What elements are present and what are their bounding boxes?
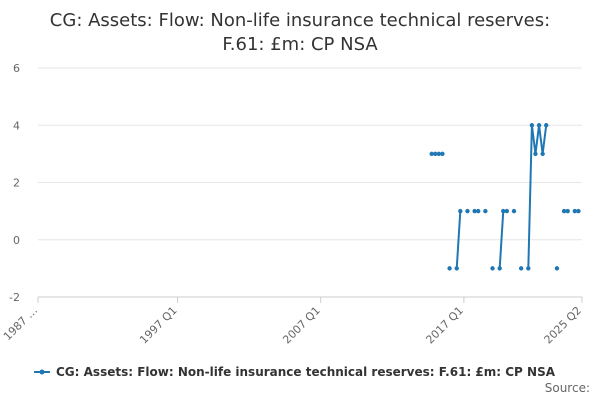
y-tick-label-0: -2 <box>9 291 20 304</box>
data-point-13[interactable] <box>501 208 506 214</box>
data-point-23[interactable] <box>554 266 560 271</box>
x-tick-label-0: 1987 … <box>1 304 40 343</box>
data-point-14[interactable] <box>504 208 510 214</box>
data-point-5[interactable] <box>454 266 459 271</box>
legend-entry-label: CG: Assets: Flow: Non-life insurance tec… <box>56 365 556 379</box>
series-segment-20 <box>534 124 541 155</box>
data-point-3[interactable] <box>440 151 445 157</box>
data-point-21[interactable] <box>540 151 545 157</box>
y-axis: -2 0 2 4 6 <box>9 62 20 304</box>
data-point-9[interactable] <box>476 208 481 214</box>
data-point-24[interactable] <box>561 208 567 214</box>
data-point-10[interactable] <box>483 208 488 214</box>
data-point-26[interactable] <box>572 208 578 214</box>
series-segment-21 <box>538 124 544 155</box>
chart-title-line-2: F.61: £m: CP NSA <box>222 34 378 55</box>
data-point-1[interactable] <box>433 151 438 157</box>
y-tick-label-3: 4 <box>13 119 20 132</box>
data-point-2[interactable] <box>436 151 442 157</box>
y-tick-label-2: 2 <box>13 177 20 190</box>
series-segment-18 <box>527 124 533 270</box>
data-point-16[interactable] <box>518 266 524 271</box>
x-tick-label-1: 1997 Q1 <box>137 304 180 347</box>
data-point-25[interactable] <box>565 208 570 214</box>
series-segment-22 <box>541 124 548 155</box>
data-point-0[interactable] <box>429 151 434 157</box>
y-tick-label-4: 6 <box>13 62 20 75</box>
data-point-11[interactable] <box>490 266 495 271</box>
data-point-18[interactable] <box>529 123 535 128</box>
series-segment-6 <box>455 210 462 270</box>
series-segment-19 <box>530 124 537 155</box>
data-point-27[interactable] <box>576 208 581 214</box>
data-point-7[interactable] <box>465 208 470 214</box>
data-point-19[interactable] <box>533 151 538 157</box>
legend[interactable]: CG: Assets: Flow: Non-life insurance tec… <box>34 365 556 379</box>
x-axis: 1987 … 1997 Q1 2007 Q1 2017 Q1 2025 Q2 <box>1 296 585 347</box>
source-label: Source: <box>545 381 590 395</box>
legend-point-marker <box>39 369 45 375</box>
chart-title-line-1: CG: Assets: Flow: Non-life insurance tec… <box>50 10 550 31</box>
data-point-20[interactable] <box>536 123 542 128</box>
data-point-6[interactable] <box>458 208 463 214</box>
y-tick-label-1: 0 <box>13 234 20 247</box>
x-tick-label-4: 2025 Q2 <box>542 304 585 347</box>
data-point-15[interactable] <box>511 208 517 214</box>
data-point-4[interactable] <box>447 266 452 271</box>
data-point-22[interactable] <box>544 123 549 128</box>
x-tick-label-3: 2017 Q1 <box>423 304 466 347</box>
data-point-12[interactable] <box>497 266 502 271</box>
data-point-8[interactable] <box>472 208 477 214</box>
plot-area <box>429 123 581 271</box>
series-segment-13 <box>498 210 505 270</box>
data-point-17[interactable] <box>526 266 531 271</box>
chart-title: CG: Assets: Flow: Non-life insurance tec… <box>50 10 550 55</box>
x-tick-label-2: 2007 Q1 <box>280 304 323 347</box>
